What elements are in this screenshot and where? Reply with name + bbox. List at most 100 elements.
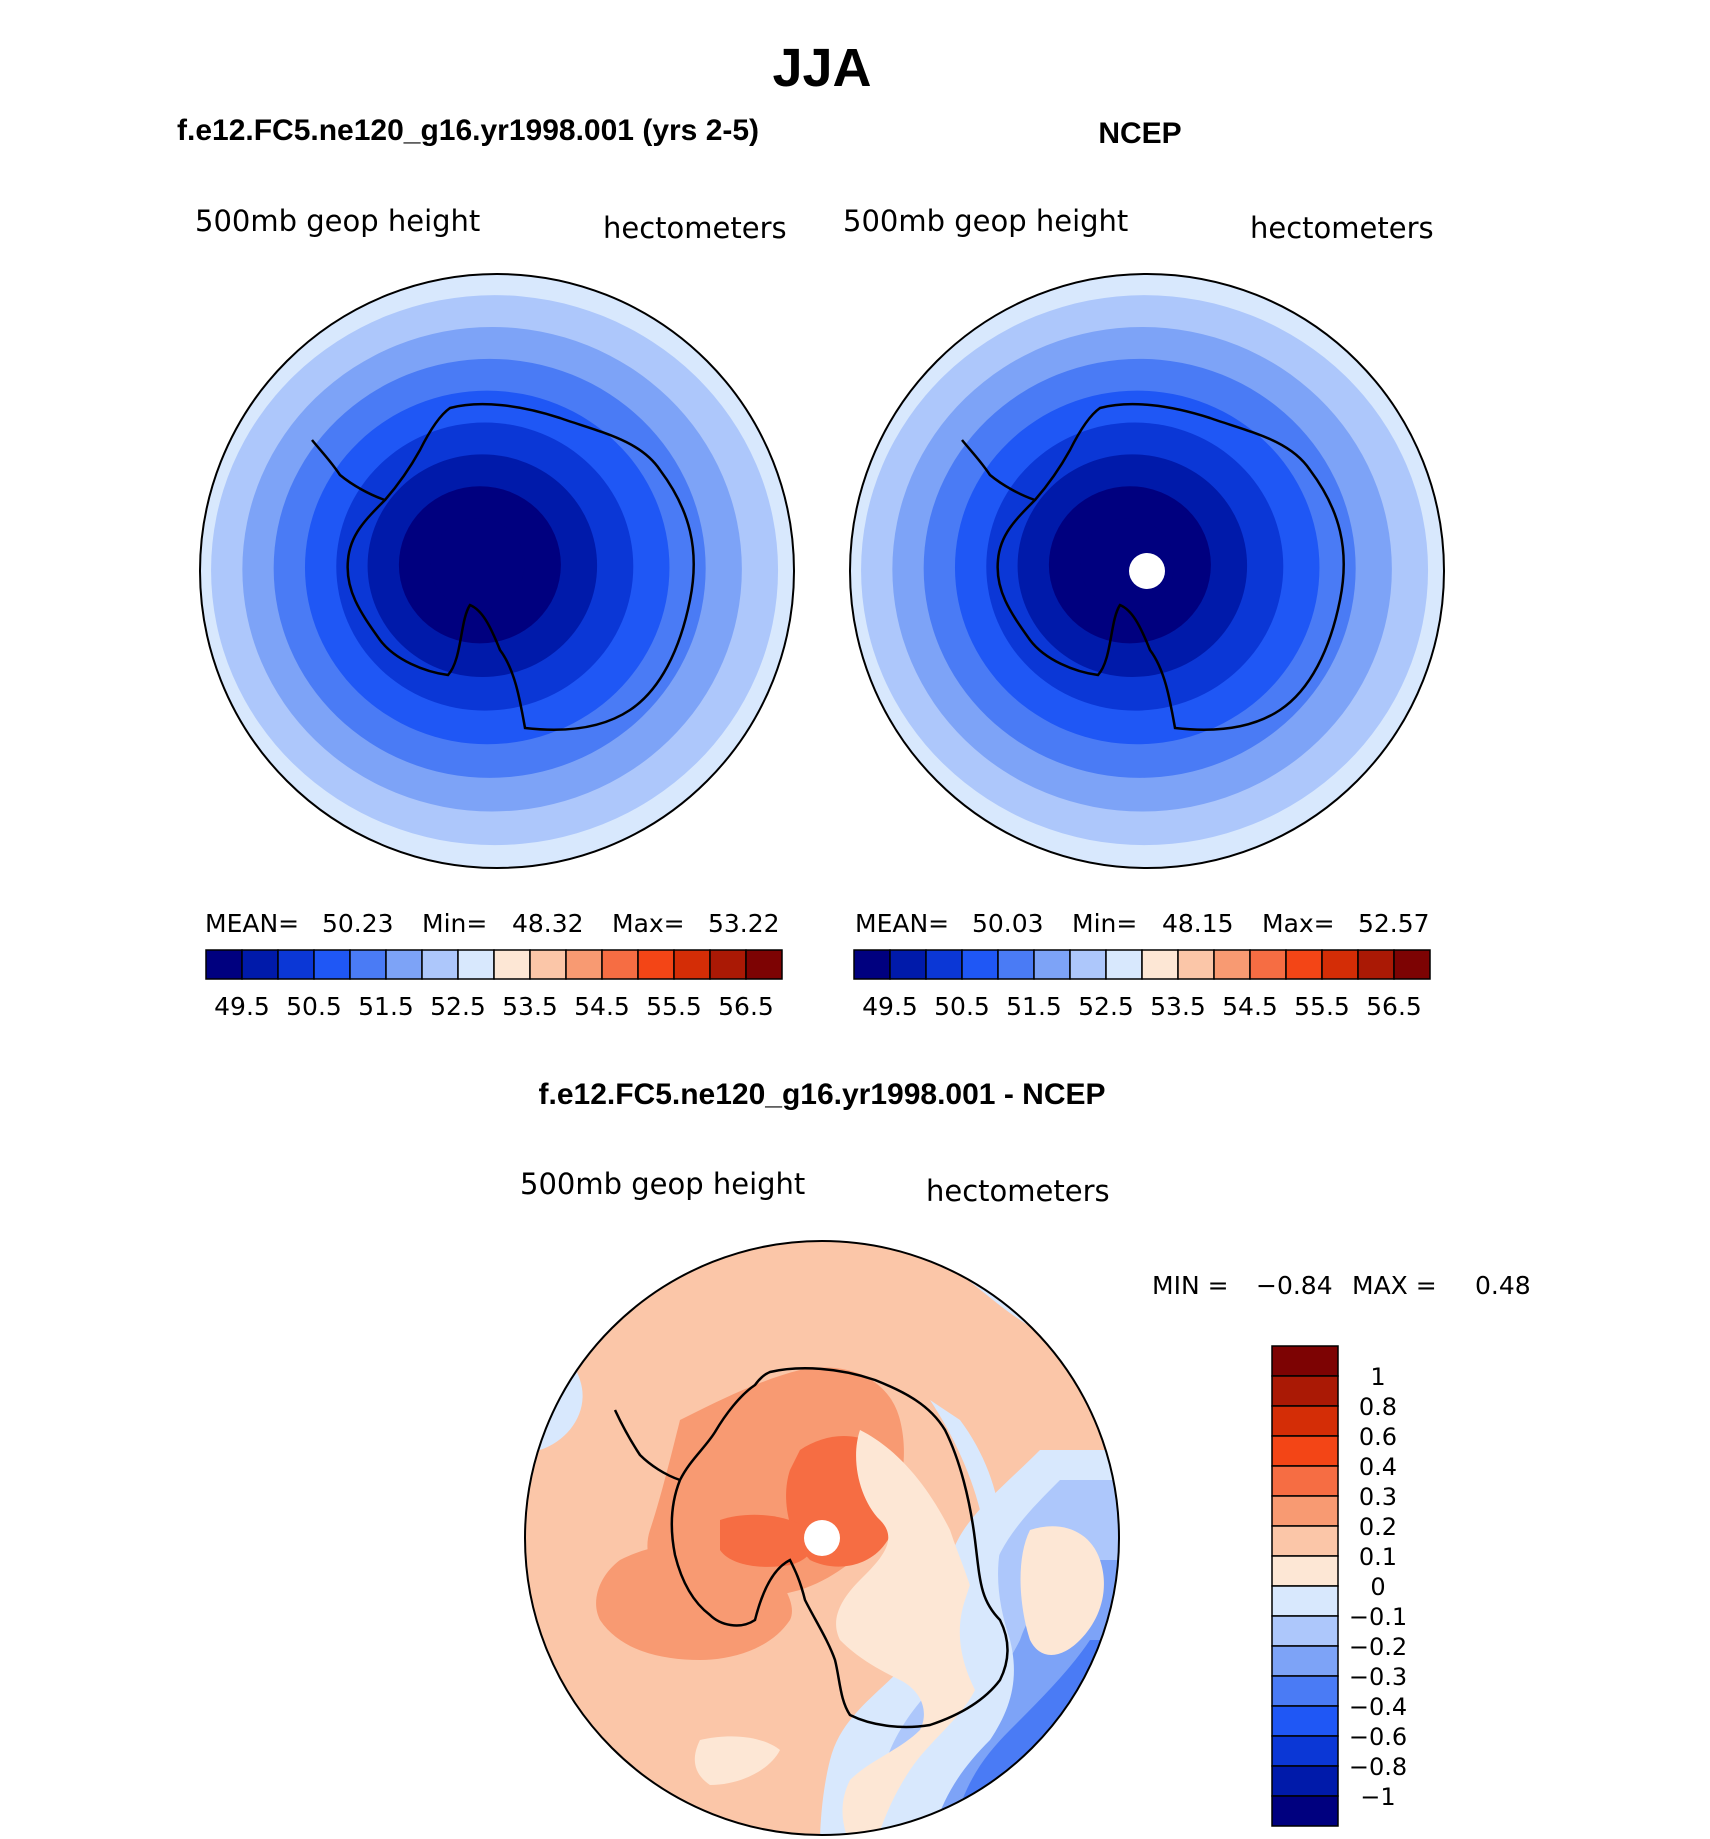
colorbar-tick-label: 0.1 bbox=[1359, 1543, 1397, 1571]
colorbar-swatch bbox=[1393, 949, 1431, 980]
colorbar-swatch bbox=[1141, 949, 1179, 980]
stat-mean-value: 50.23 bbox=[322, 909, 394, 938]
colorbar-swatch bbox=[1271, 1765, 1339, 1797]
stat-min-value: 48.15 bbox=[1162, 909, 1234, 938]
colorbar-swatch bbox=[1177, 949, 1215, 980]
colorbar-swatch bbox=[529, 949, 567, 980]
colorbar-tick-label: 54.5 bbox=[574, 992, 630, 1021]
diff-max-label: MAX = bbox=[1352, 1271, 1437, 1300]
colorbar-swatch bbox=[277, 949, 315, 980]
antarctica-coastline bbox=[670, 1367, 1009, 1729]
contour-band-0 bbox=[430, 518, 525, 610]
colorbar-swatch bbox=[1271, 1435, 1339, 1467]
colorbar-swatch bbox=[1271, 1405, 1339, 1437]
panel-ncep-field-label: 500mb geop height bbox=[843, 204, 1128, 238]
colorbar-swatch bbox=[673, 949, 711, 980]
colorbar-swatch bbox=[1271, 1645, 1339, 1677]
panel-diff-header: f.e12.FC5.ne120_g16.yr1998.001 - NCEP bbox=[539, 1078, 1106, 1111]
colorbar-swatch bbox=[1271, 1675, 1339, 1707]
colorbar-tick-label: −0.3 bbox=[1349, 1663, 1407, 1691]
colorbar-swatch bbox=[457, 949, 495, 980]
colorbar-tick-label: 51.5 bbox=[1006, 992, 1062, 1021]
stat-min-label: Min= bbox=[422, 909, 487, 938]
colorbar-tick-label: 51.5 bbox=[358, 992, 414, 1021]
colorbar-swatch bbox=[925, 949, 963, 980]
colorbar-swatch bbox=[1271, 1735, 1339, 1767]
colorbar-swatch bbox=[1271, 1345, 1339, 1377]
colorbar-swatch bbox=[349, 949, 387, 980]
colorbar-tick-label: 53.5 bbox=[502, 992, 558, 1021]
stat-min-label: Min= bbox=[1072, 909, 1137, 938]
colorbar-tick-label: −0.4 bbox=[1349, 1693, 1407, 1721]
colorbar-swatch bbox=[1357, 949, 1395, 980]
colorbar-tick-label: 55.5 bbox=[1294, 992, 1350, 1021]
panel-model-field-label: 500mb geop height bbox=[195, 204, 480, 238]
antarctica-coastline bbox=[996, 402, 1345, 731]
colorbar-tick-label: 52.5 bbox=[1078, 992, 1134, 1021]
colorbar-swatch bbox=[1271, 1585, 1339, 1617]
colorbar-swatch bbox=[1285, 949, 1323, 980]
polar-missing-data bbox=[1129, 553, 1165, 589]
stat-min-value: 48.32 bbox=[512, 909, 584, 938]
colorbar-swatch bbox=[1271, 1555, 1339, 1587]
colorbar-tick-label: −0.6 bbox=[1349, 1723, 1407, 1751]
panel-ncep-header: NCEP bbox=[1098, 117, 1181, 150]
panel-ncep: NCEP 500mb geop height hectometers MEAN=… bbox=[843, 117, 1445, 1021]
panel-model: f.e12.FC5.ne120_g16.yr1998.001 (yrs 2-5)… bbox=[177, 114, 795, 1021]
colorbar-swatch bbox=[493, 949, 531, 980]
stat-mean-label: MEAN= bbox=[205, 909, 299, 938]
stat-max-label: Max= bbox=[1262, 909, 1335, 938]
colorbar-tick-label: 49.5 bbox=[862, 992, 918, 1021]
colorbar-swatch bbox=[1069, 949, 1107, 980]
colorbar-tick-label: 53.5 bbox=[1150, 992, 1206, 1021]
colorbar-tick-label: 55.5 bbox=[646, 992, 702, 1021]
colorbar-swatch bbox=[1271, 1615, 1339, 1647]
diff-min-label: MIN = bbox=[1152, 1271, 1229, 1300]
panel-model-units-label: hectometers bbox=[603, 211, 787, 245]
colorbar-swatch bbox=[205, 949, 243, 980]
diff-max-value: 0.48 bbox=[1475, 1271, 1531, 1300]
colorbar-swatch bbox=[1321, 949, 1359, 980]
colorbar-swatch bbox=[961, 949, 999, 980]
colorbar-tick-label: 0 bbox=[1370, 1573, 1385, 1601]
colorbar-swatch bbox=[1033, 949, 1071, 980]
colorbar-swatch bbox=[601, 949, 639, 980]
panel-model-stats: MEAN= 50.23 Min= 48.32 Max= 53.22 bbox=[205, 909, 780, 938]
panel-diff-colorbar: 10.80.60.40.30.20.10−0.1−0.2−0.3−0.4−0.6… bbox=[1271, 1345, 1407, 1827]
colorbar-swatch bbox=[1271, 1495, 1339, 1527]
colorbar-tick-label: 0.3 bbox=[1359, 1483, 1397, 1511]
colorbar-swatch bbox=[313, 949, 351, 980]
colorbar-swatch bbox=[241, 949, 279, 980]
colorbar-tick-label: 50.5 bbox=[286, 992, 342, 1021]
colorbar-tick-label: −0.8 bbox=[1349, 1753, 1407, 1781]
polar-missing-data bbox=[804, 1520, 840, 1556]
stat-max-value: 53.22 bbox=[708, 909, 780, 938]
panel-model-header: f.e12.FC5.ne120_g16.yr1998.001 (yrs 2-5) bbox=[177, 114, 759, 147]
colorbar-tick-label: 0.4 bbox=[1359, 1453, 1397, 1481]
colorbar-tick-label: 1 bbox=[1370, 1363, 1385, 1391]
colorbar-swatch bbox=[1105, 949, 1143, 980]
panel-difference: f.e12.FC5.ne120_g16.yr1998.001 - NCEP 50… bbox=[520, 1078, 1531, 1836]
colorbar-swatch bbox=[565, 949, 603, 980]
antarctica-coastline bbox=[346, 402, 695, 731]
colorbar-swatch bbox=[1271, 1375, 1339, 1407]
colorbar-tick-label: −0.2 bbox=[1349, 1633, 1407, 1661]
colorbar-tick-label: 52.5 bbox=[430, 992, 486, 1021]
colorbar-swatch bbox=[853, 949, 891, 980]
colorbar-tick-label: 0.8 bbox=[1359, 1393, 1397, 1421]
stat-max-value: 52.57 bbox=[1358, 909, 1430, 938]
colorbar-tick-label: 0.6 bbox=[1359, 1423, 1397, 1451]
colorbar-tick-label: −1 bbox=[1360, 1783, 1395, 1811]
colorbar-tick-label: 56.5 bbox=[1366, 992, 1422, 1021]
colorbar-swatch bbox=[1271, 1465, 1339, 1497]
colorbar-swatch bbox=[997, 949, 1035, 980]
panel-diff-stats: MIN = −0.84 MAX = 0.48 bbox=[1152, 1271, 1531, 1300]
colorbar-tick-label: −0.1 bbox=[1349, 1603, 1407, 1631]
antarctic-peninsula bbox=[311, 439, 386, 502]
colorbar-tick-label: 49.5 bbox=[214, 992, 270, 1021]
diff-min-value: −0.84 bbox=[1256, 1271, 1333, 1300]
figure-title: JJA bbox=[772, 38, 871, 98]
panel-ncep-units-label: hectometers bbox=[1250, 211, 1434, 245]
panel-model-map-border bbox=[199, 273, 795, 869]
